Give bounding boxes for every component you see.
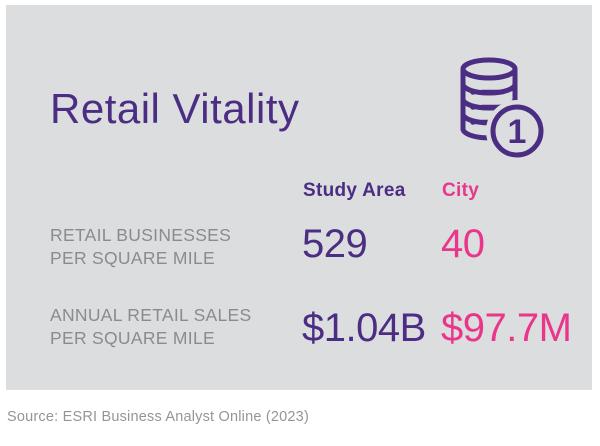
row-label-line1: RETAIL BUSINESSES — [50, 225, 232, 245]
row-label-line2: PER SQUARE MILE — [50, 328, 215, 348]
value-sales-city: $97.7M — [441, 306, 572, 350]
column-header-city: City — [442, 180, 480, 201]
value-businesses-study-area: 529 — [302, 222, 368, 266]
value-sales-study-area: $1.04B — [302, 306, 426, 350]
row-label-line2: PER SQUARE MILE — [50, 248, 215, 268]
badge-circle — [490, 104, 544, 158]
coin-stack-icon: 1 — [457, 53, 551, 167]
value-businesses-city: 40 — [441, 222, 485, 266]
column-header-study-area: Study Area — [303, 180, 406, 201]
retail-vitality-card: Retail Vitality — [6, 5, 592, 390]
row-label-retail-businesses: RETAIL BUSINESSES PER SQUARE MILE — [50, 224, 300, 270]
row-label-annual-retail-sales: ANNUAL RETAIL SALES PER SQUARE MILE — [50, 304, 300, 350]
row-label-line1: ANNUAL RETAIL SALES — [50, 305, 252, 325]
page-title: Retail Vitality — [50, 85, 300, 132]
source-citation: Source: ESRI Business Analyst Online (20… — [7, 409, 309, 425]
badge-number: 1 — [508, 113, 527, 151]
